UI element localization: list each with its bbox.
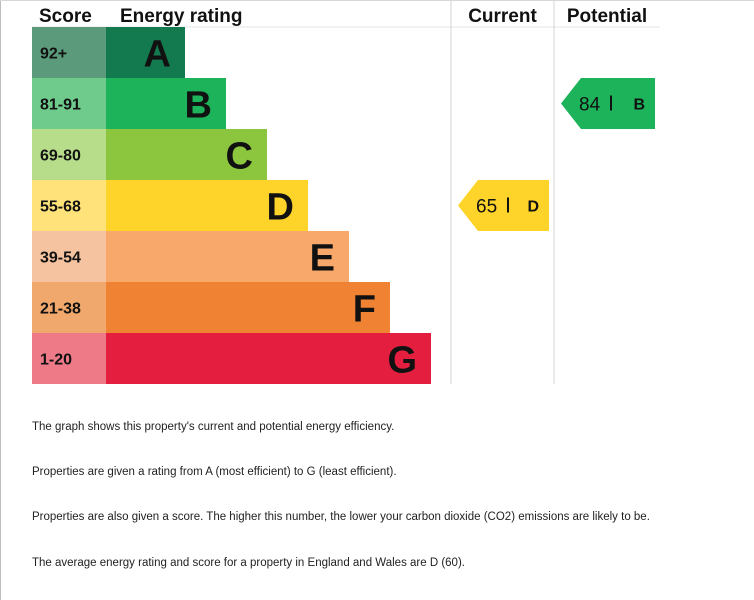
frame-top-border [0, 0, 754, 1]
header-energy-rating: Energy rating [120, 6, 242, 27]
description-average: The average energy rating and score for … [32, 557, 465, 569]
header-current: Current [468, 6, 537, 27]
potential-rating-letter: B [633, 97, 645, 114]
potential-indicator-arrow [561, 78, 655, 129]
rating-bar-a [106, 27, 185, 78]
score-label-b: 81-91 [40, 97, 81, 114]
rating-bar-c [106, 129, 267, 180]
frame-left-border [0, 0, 1, 600]
score-cell-f [32, 282, 106, 333]
rating-bar-f [106, 282, 390, 333]
rating-letter-a: A [144, 34, 171, 76]
score-cell-e [32, 231, 106, 282]
score-cell-b [32, 78, 106, 129]
score-cell-d [32, 180, 106, 231]
score-label-e: 39-54 [40, 250, 81, 267]
rating-bar-e [106, 231, 349, 282]
score-label-a: 92+ [40, 46, 67, 63]
rating-letter-b: B [185, 85, 212, 127]
rating-letter-f: F [353, 289, 376, 331]
description-graph: The graph shows this property's current … [32, 421, 395, 433]
score-cell-g [32, 333, 106, 384]
description-rating: Properties are given a rating from A (mo… [32, 466, 397, 478]
rating-letter-d: D [267, 187, 294, 229]
rating-bar-b [106, 78, 226, 129]
rating-letter-c: C [226, 136, 253, 178]
score-label-d: 55-68 [40, 199, 81, 216]
header-score: Score [39, 6, 92, 27]
score-label-c: 69-80 [40, 148, 81, 165]
current-rating-letter: D [527, 199, 539, 216]
energy-rating-chart: Score Energy rating Current Potential 92+ A 81… [32, 0, 660, 384]
rating-bar-d [106, 180, 308, 231]
score-label-g: 1-20 [40, 352, 72, 369]
description-score: Properties are also given a score. The h… [32, 511, 650, 523]
score-cell-c [32, 129, 106, 180]
score-cell-a [32, 27, 106, 78]
current-indicator-arrow [458, 180, 549, 231]
header-potential: Potential [567, 6, 647, 27]
rating-letter-g: G [387, 340, 417, 382]
score-label-f: 21-38 [40, 301, 81, 318]
rating-letter-e: E [310, 238, 335, 280]
rating-bar-g [106, 333, 431, 384]
current-score-value: 65 [476, 197, 497, 218]
potential-score-value: 84 [579, 95, 601, 116]
